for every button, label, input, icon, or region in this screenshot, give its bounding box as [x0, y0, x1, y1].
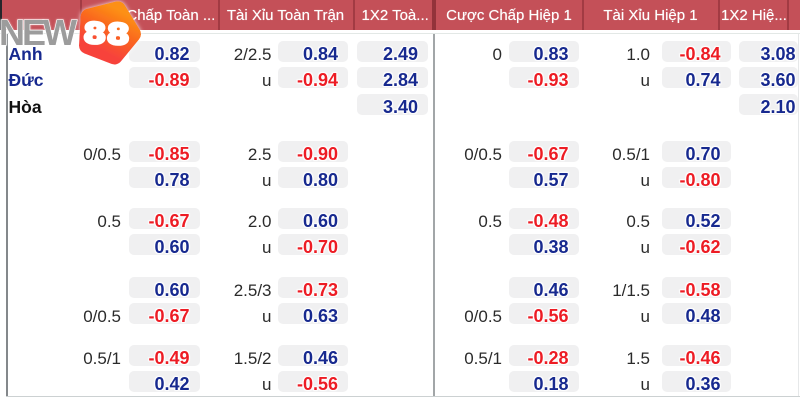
svg-text:88: 88 [84, 16, 132, 51]
svg-text:NEW: NEW [0, 12, 77, 53]
